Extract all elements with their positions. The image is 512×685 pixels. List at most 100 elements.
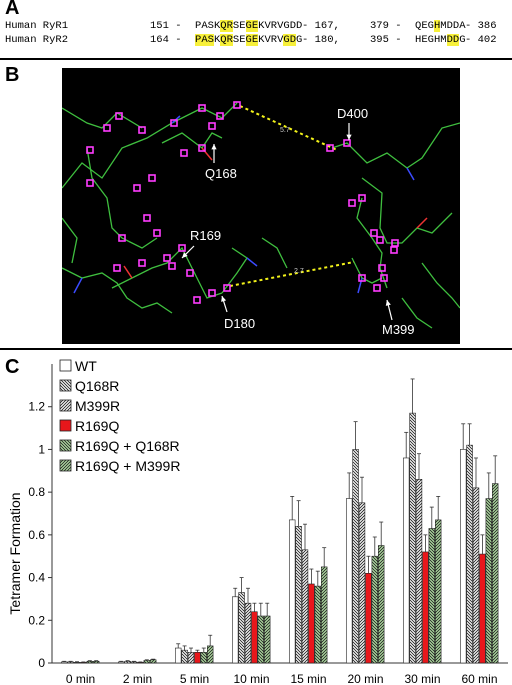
bar-r169q-m399r [434,519,442,664]
y-tick-label: 0 [38,656,45,670]
structure-bond-accent [406,167,415,181]
sequence-segment-1: PASKQRSEGEKVRVGDD [195,20,303,32]
residue-label-q168: Q168 [205,166,237,181]
bar-q168r [181,649,188,664]
pointer-arrowhead [221,296,227,302]
atom-marker [115,112,123,120]
atom-marker [138,126,146,134]
sequence-segment-2: QEGHMDDA [415,20,466,32]
structure-bond-accent [123,265,133,279]
bar-r169q-q168r [200,652,207,664]
atom-marker [148,174,156,182]
residue-label-d180: D180 [224,316,255,331]
legend-entry: M399R [75,398,120,414]
bar-r169q [194,652,201,664]
panel-label-a: A [5,0,20,19]
atom-marker [186,269,194,277]
sequence-name: Human RyR2 [5,34,69,46]
y-tick-label: 0.2 [28,613,45,627]
bar-r169q [479,553,486,664]
atom-marker [378,264,386,272]
atom-marker [118,234,126,242]
bar-r169q-m399r [377,545,385,664]
bar-r169q-q168r [86,660,94,664]
bar-wt [288,519,296,664]
y-axis-label: Tetramer Formation [7,492,23,614]
atom-marker [223,284,231,292]
legend-entry: WT [75,358,97,374]
atom-marker [380,274,388,282]
bar-q168r [238,592,245,664]
x-tick-label: 0 min [66,672,95,685]
pointer-arrowhead [346,134,352,140]
atom-marker [373,284,381,292]
bar-m399r [244,602,252,664]
panel-label-b: B [5,64,20,86]
bar-q168r [409,412,416,664]
sequence-start: 151 - [150,20,182,32]
bar-m399r [73,662,81,664]
bar-m399r [130,661,138,664]
bar-r169q-q168r [485,498,492,664]
bar-r169q [365,573,372,664]
structure-bond [62,217,78,264]
atom-marker [343,139,351,147]
structure-bond-accent [201,147,213,161]
bar-m399r [358,502,366,664]
structure-bond [86,147,158,249]
atom-marker [376,236,384,244]
divider-b-c [0,348,512,350]
bar-r169q-q168r [257,615,264,664]
bar-r169q-m399r [93,660,100,664]
y-tick-label: 0.4 [28,571,45,585]
y-tick-label: 1 [38,442,45,456]
legend-entry: R169Q + M399R [75,458,180,474]
bar-r169q [308,583,315,664]
bar-r169q-q168r [428,528,435,664]
atom-marker [86,179,94,187]
atom-marker [358,274,366,282]
legend-entry: Q168R [75,378,119,394]
atom-marker [163,254,171,262]
structure-bond-accent [73,277,83,294]
x-tick-label: 20 min [347,672,383,685]
atom-marker [208,289,216,297]
distance-label: 5.7 [280,127,290,134]
bar-wt [459,449,467,664]
distance-label: 2.7 [294,268,304,275]
structure-bond [221,247,248,294]
residue-label-d400: D400 [337,106,368,121]
atom-marker [358,194,366,202]
sequence-segment-1: PASKQRSEGEKVRVGDG [195,34,303,46]
sequence-end-2: - 402 [465,34,497,46]
bar-m399r [187,652,195,664]
pointer-arrowhead [182,252,188,258]
bar-r169q-q168r [314,585,321,664]
sequence-start-2: 395 - [370,34,402,46]
legend-swatch [59,359,72,372]
y-tick-label: 0.8 [28,485,45,499]
legend-entry: R169Q + Q168R [75,438,180,454]
residue-label-m399: M399 [382,322,415,337]
structure-bond [62,267,173,314]
x-tick-label: 60 min [461,672,497,685]
structure-bond-accent [246,257,258,267]
structure-background [62,68,460,344]
atom-marker [138,259,146,267]
atom-marker [390,246,398,254]
bar-r169q-q168r [371,555,378,664]
bar-r169q-m399r [150,659,157,664]
atom-marker [326,144,334,152]
legend-entry: R169Q [75,418,119,434]
atom-marker [348,199,356,207]
bar-m399r [472,487,480,664]
legend-swatch [59,439,72,452]
sequence-end-2: - 386 [465,20,497,32]
bar-r169q [80,662,87,664]
bar-m399r [301,549,309,664]
atom-marker [178,244,186,252]
atom-marker [168,262,176,270]
atom-marker [143,214,151,222]
atom-marker [170,119,178,127]
bar-r169q-m399r [207,645,214,664]
